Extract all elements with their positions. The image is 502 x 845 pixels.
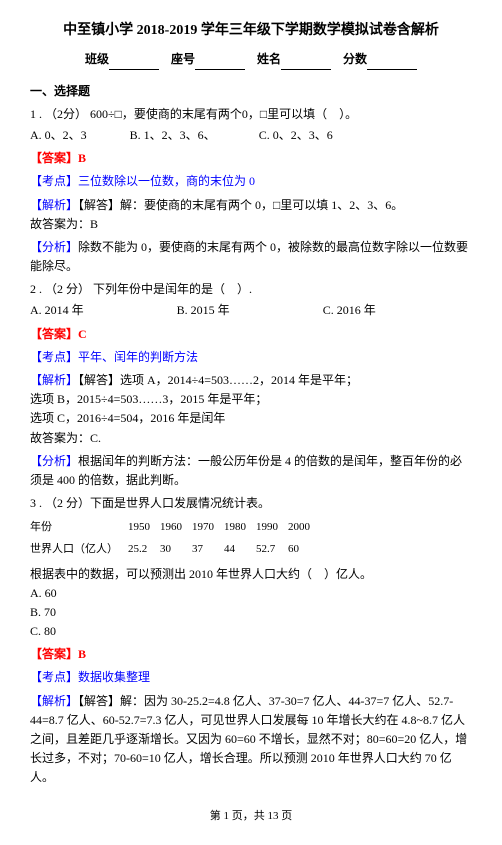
q3-r1-v5: 2000 — [288, 517, 320, 539]
q1-topic: 【考点】三位数除以一位数，商的末位为 0 — [30, 172, 472, 191]
table-row: 世界人口（亿人） 25.2 30 37 44 52.7 60 — [30, 539, 320, 561]
q3-analysis: 【解析】【解答】解：因为 30-25.2=4.8 亿人、37-30=7 亿人、4… — [30, 692, 472, 788]
q3-row1-label: 年份 — [30, 517, 128, 539]
q3-analysis-label: 【解析】 — [30, 694, 78, 708]
q2-analysis-text: 【解答】选项 A，2014÷4=503……2，2014 年是平年； — [78, 373, 358, 387]
q2-options: A. 2014 年 B. 2015 年 C. 2016 年 — [30, 301, 472, 320]
q1-analysis2-text: 除数不能为 0，要使商的末尾有两个 0，被除数的最高位数字除以一位数要能除尽。 — [30, 240, 468, 273]
q2-opt-a: A. 2014 年 — [30, 301, 84, 320]
section-1-title: 一、选择题 — [30, 82, 472, 101]
score-label: 分数 — [343, 52, 367, 66]
q3-r1-v3: 1980 — [224, 517, 256, 539]
name-label: 姓名 — [257, 52, 281, 66]
class-label: 班级 — [85, 52, 109, 66]
q3-r2-v0: 25.2 — [128, 539, 160, 561]
table-row: 年份 1950 1960 1970 1980 1990 2000 — [30, 517, 320, 539]
q3-opt-c: C. 80 — [30, 622, 472, 641]
q2-conclusion: 故答案为：C. — [30, 429, 472, 448]
q1-options: A. 0、2、3 B. 1、2、3、6、 C. 0、2、3、6 — [30, 126, 472, 145]
name-blank — [281, 55, 331, 70]
q1-text: 1 . （2分） 600÷□，要使商的末尾有两个0，□里可以填（ ）。 — [30, 105, 472, 124]
q3-r1-v4: 1990 — [256, 517, 288, 539]
q3-topic: 【考点】数据收集整理 — [30, 668, 472, 687]
q3-text: 3 . （2 分）下面是世界人口发展情况统计表。 — [30, 494, 472, 513]
q1-analysis2-label: 【分析】 — [30, 240, 78, 254]
q2-line3: 选项 C，2016÷4=504，2016 年是闰年 — [30, 409, 472, 428]
doc-title: 中至镇小学 2018-2019 学年三年级下学期数学模拟试卷含解析 — [30, 20, 472, 42]
q1-opt-c: C. 0、2、3、6 — [259, 126, 333, 145]
q3-opt-b: B. 70 — [30, 603, 472, 622]
q3-table: 年份 1950 1960 1970 1980 1990 2000 世界人口（亿人… — [30, 517, 320, 560]
q3-row2-label: 世界人口（亿人） — [30, 539, 128, 561]
q2-opt-b: B. 2015 年 — [177, 301, 230, 320]
q3-r1-v1: 1960 — [160, 517, 192, 539]
q2-analysis2-text: 根据闰年的判断方法：一般公历年份是 4 的倍数的是闰年，整百年份的必须是 400… — [30, 454, 462, 487]
q3-r2-v2: 37 — [192, 539, 224, 561]
q2-text: 2 . （2 分） 下列年份中是闰年的是（ ）. — [30, 280, 472, 299]
q1-analysis2: 【分析】除数不能为 0，要使商的末尾有两个 0，被除数的最高位数字除以一位数要能… — [30, 238, 472, 276]
q2-analysis2-label: 【分析】 — [30, 454, 78, 468]
q2-opt-c: C. 2016 年 — [323, 301, 376, 320]
q3-r2-v5: 60 — [288, 539, 320, 561]
q3-answer: 【答案】B — [30, 645, 472, 664]
q2-line2: 选项 B，2015÷4=503……3，2015 年是平年； — [30, 390, 472, 409]
q3-analysis-text: 【解答】解：因为 30-25.2=4.8 亿人、37-30=7 亿人、44-37… — [30, 694, 467, 785]
header-fields: 班级 座号 姓名 分数 — [30, 50, 472, 69]
q3-text2: 根据表中的数据，可以预测出 2010 年世界人口大约（ ）亿人。 — [30, 565, 472, 584]
q2-analysis: 【解析】【解答】选项 A，2014÷4=503……2，2014 年是平年； — [30, 371, 472, 390]
q2-topic: 【考点】平年、闰年的判断方法 — [30, 348, 472, 367]
q3-r2-v4: 52.7 — [256, 539, 288, 561]
q2-answer: 【答案】C — [30, 325, 472, 344]
seat-blank — [195, 55, 245, 70]
page-footer: 第 1 页，共 13 页 — [30, 808, 472, 826]
seat-label: 座号 — [171, 52, 195, 66]
q3-r1-v0: 1950 — [128, 517, 160, 539]
q1-conclusion: 故答案为：B — [30, 215, 472, 234]
q3-r2-v1: 30 — [160, 539, 192, 561]
q2-analysis2: 【分析】根据闰年的判断方法：一般公历年份是 4 的倍数的是闰年，整百年份的必须是… — [30, 452, 472, 490]
q1-analysis-label: 【解析】 — [30, 198, 78, 212]
class-blank — [109, 55, 159, 70]
q1-answer: 【答案】B — [30, 149, 472, 168]
score-blank — [367, 55, 417, 70]
q1-opt-a: A. 0、2、3 — [30, 126, 87, 145]
q3-r1-v2: 1970 — [192, 517, 224, 539]
q1-analysis-text: 【解答】解：要使商的末尾有两个 0，□里可以填 1、2、3、6。 — [78, 198, 403, 212]
q1-analysis: 【解析】【解答】解：要使商的末尾有两个 0，□里可以填 1、2、3、6。 — [30, 196, 472, 215]
q3-r2-v3: 44 — [224, 539, 256, 561]
q2-analysis-label: 【解析】 — [30, 373, 78, 387]
q3-opt-a: A. 60 — [30, 584, 472, 603]
q1-opt-b: B. 1、2、3、6、 — [130, 126, 216, 145]
